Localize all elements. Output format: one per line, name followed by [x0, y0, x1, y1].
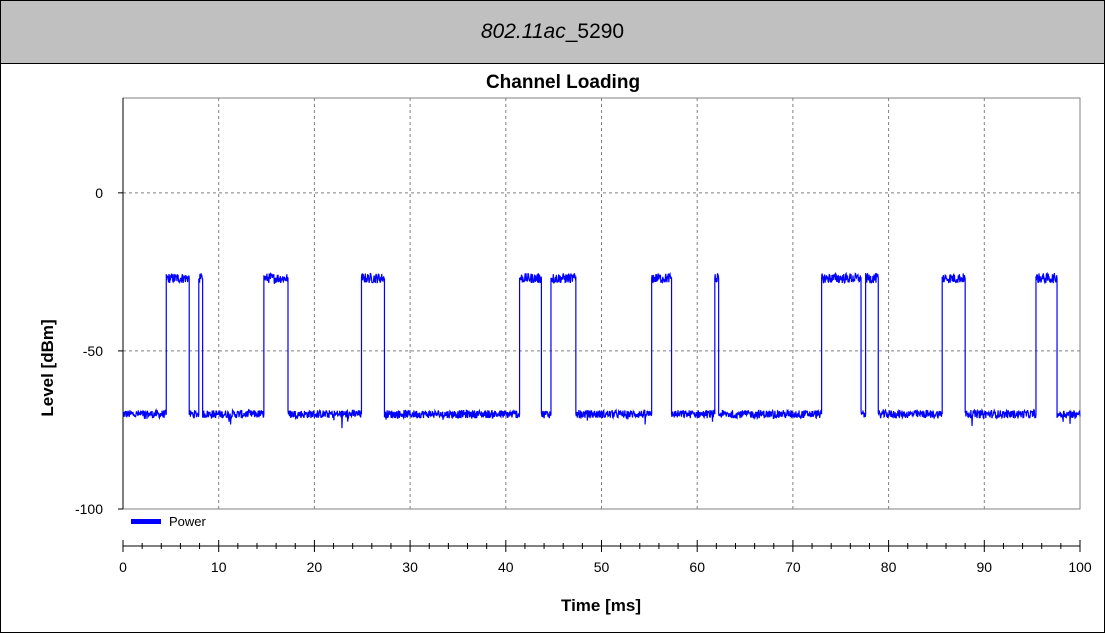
x-tick-label: 100 [1068, 559, 1092, 575]
channel-loading-chart: Channel Loading 0 -50 -100 Power 0 10 20 30 40… [38, 72, 1092, 615]
legend-label-power: Power [169, 514, 207, 529]
x-tick-label: 10 [211, 559, 227, 575]
chart-title: Channel Loading [486, 72, 640, 93]
series-line-power [122, 271, 1081, 429]
x-tick-label: 70 [785, 559, 801, 575]
series-layer [122, 271, 1081, 429]
header-title-channel: _5290 [565, 20, 625, 43]
header-title-standard: 802.11ac [480, 20, 566, 43]
x-tick-label: 20 [307, 559, 323, 575]
chart-area: Channel Loading 0 -50 -100 Power 0 10 20 30 40… [1, 64, 1104, 632]
x-tick-label: 0 [119, 559, 127, 575]
legend-swatch-power [131, 519, 161, 524]
x-tick-label: 50 [594, 559, 610, 575]
x-tick-label: 60 [689, 559, 705, 575]
y-axis: 0 -50 -100 [75, 98, 124, 517]
x-axis-label: Time [ms] [561, 596, 641, 615]
y-tick-label: 0 [95, 185, 103, 201]
header-bar: 802.11ac _5290 [1, 1, 1104, 64]
x-tick-label: 80 [881, 559, 897, 575]
y-tick-label: -100 [75, 501, 103, 517]
x-axis: 0 10 20 30 40 50 60 70 80 90 100 [119, 540, 1092, 575]
x-tick-label: 40 [498, 559, 514, 575]
y-tick-label: -50 [83, 343, 103, 359]
legend: Power [131, 514, 207, 529]
x-tick-label: 90 [977, 559, 993, 575]
grid-lines [123, 98, 1080, 509]
x-tick-label: 30 [402, 559, 418, 575]
y-axis-label: Level [dBm] [38, 319, 57, 416]
